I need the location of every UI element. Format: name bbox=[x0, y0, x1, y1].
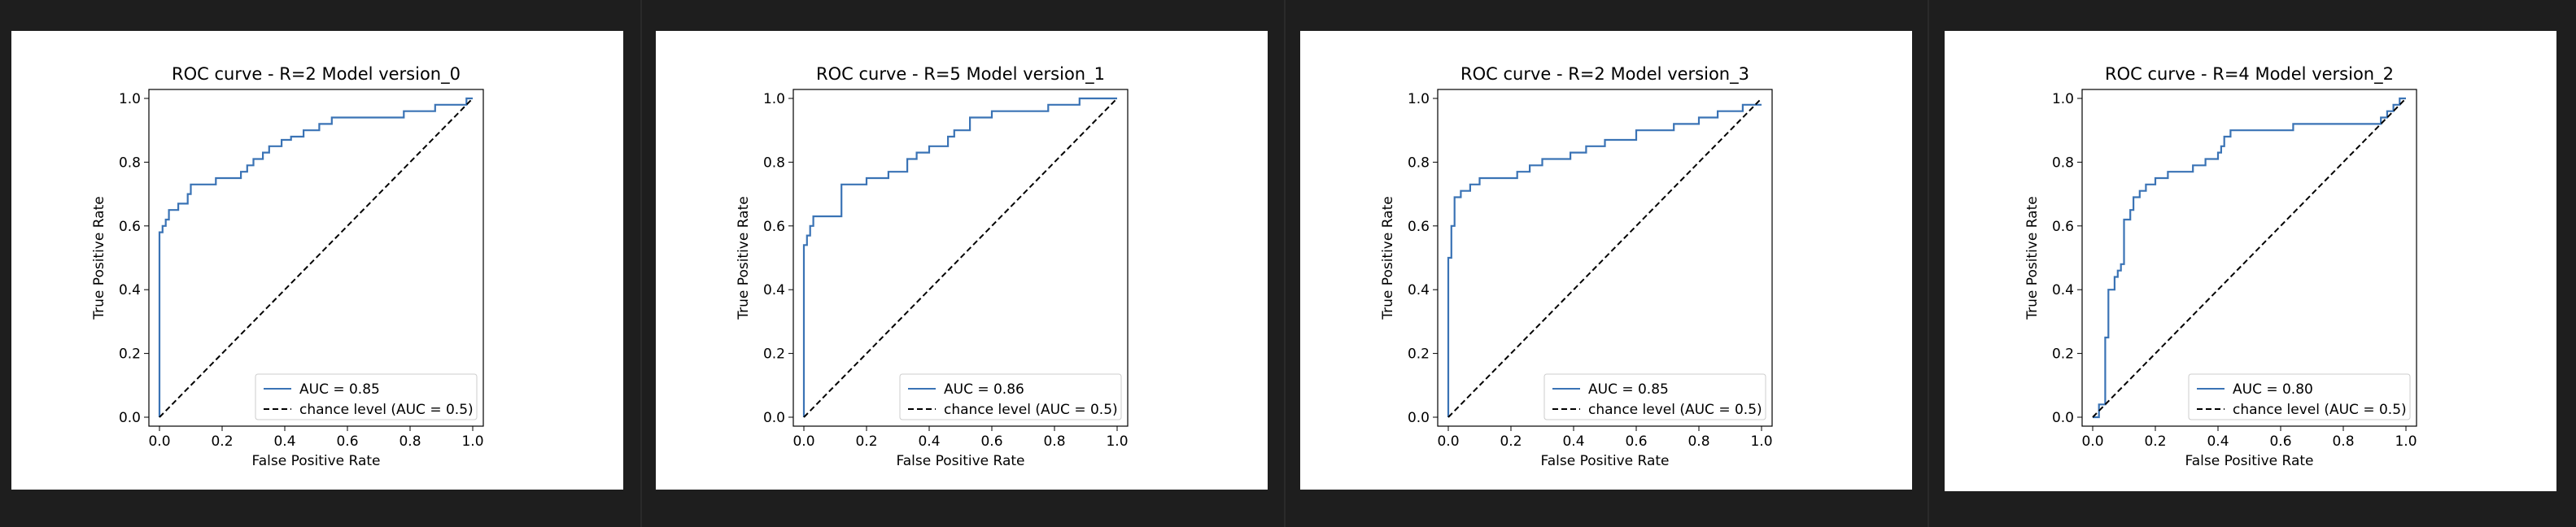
legend-entry: AUC = 0.85 bbox=[299, 381, 380, 398]
y-tick-label: 0.6 bbox=[2052, 219, 2074, 235]
x-tick-label: 0.8 bbox=[1043, 433, 1065, 450]
y-tick-label: 0.8 bbox=[1408, 155, 1430, 171]
y-tick-label: 0.2 bbox=[1408, 346, 1430, 363]
legend-entry: AUC = 0.86 bbox=[944, 381, 1024, 398]
chance-level-line bbox=[2092, 98, 2407, 418]
x-tick-label: 0.2 bbox=[1500, 433, 1522, 450]
x-axis-label: False Positive Rate bbox=[897, 453, 1025, 469]
y-axis-label: True Positive Rate bbox=[2024, 196, 2041, 320]
y-tick-label: 0.0 bbox=[1408, 410, 1430, 426]
legend-entry: chance level (AUC = 0.5) bbox=[944, 402, 1118, 418]
legend-entry: AUC = 0.80 bbox=[2233, 381, 2313, 398]
chart-title: ROC curve - R=2 Model version_3 bbox=[1460, 64, 1749, 85]
chance-level-line bbox=[803, 98, 1118, 418]
roc-curve-line bbox=[1447, 103, 1762, 417]
roc-curve-line bbox=[2093, 97, 2406, 419]
roc-chart-2: ROC curve - R=2 Model version_3 0.0 0.2 0.4… bbox=[1380, 64, 1773, 469]
legend-box bbox=[1543, 373, 1766, 420]
y-axis-label: True Positive Rate bbox=[91, 196, 107, 320]
y-tick-label: 0.8 bbox=[119, 155, 141, 171]
x-tick-label: 0.2 bbox=[211, 433, 233, 450]
plot-frame bbox=[2081, 89, 2417, 427]
y-tick-label: 0.0 bbox=[119, 410, 141, 426]
chart-panel-3: ROC curve - R=4 Model version_2 0.0 0.2 0.4… bbox=[1945, 31, 2556, 491]
chart-panel-0: ROC curve - R=2 Model version_0 0.0 0.2 0.4… bbox=[11, 31, 623, 490]
legend-entry: chance level (AUC = 0.5) bbox=[299, 402, 474, 418]
x-tick-label: 0.4 bbox=[1562, 433, 1584, 450]
column-divider bbox=[1284, 0, 1286, 527]
roc-curve-line bbox=[802, 97, 1117, 417]
x-tick-label: 1.0 bbox=[461, 433, 483, 450]
x-tick-label: 0.4 bbox=[2207, 433, 2229, 450]
x-tick-label: 1.0 bbox=[2395, 433, 2417, 450]
x-tick-label: 0.8 bbox=[399, 433, 421, 450]
x-tick-label: 0.8 bbox=[2332, 433, 2354, 450]
roc-chart-1: ROC curve - R=5 Model version_1 0.0 0.2 0.4… bbox=[736, 64, 1129, 469]
y-tick-label: 0.2 bbox=[2052, 346, 2074, 363]
x-tick-label: 0.6 bbox=[2269, 433, 2291, 450]
y-tick-label: 0.8 bbox=[763, 155, 785, 171]
y-tick-label: 0.4 bbox=[763, 282, 785, 298]
chart-panel-1: ROC curve - R=5 Model version_1 0.0 0.2 0.4… bbox=[656, 31, 1268, 490]
x-axis-label: False Positive Rate bbox=[2185, 453, 2314, 469]
x-axis-label: False Positive Rate bbox=[252, 453, 381, 469]
legend-entry: AUC = 0.85 bbox=[1588, 381, 1669, 398]
y-tick-label: 0.2 bbox=[763, 346, 785, 363]
roc-chart-0: ROC curve - R=2 Model version_0 0.0 0.2 0.4… bbox=[91, 64, 484, 469]
x-tick-label: 0.6 bbox=[980, 433, 1002, 450]
y-axis-label: True Positive Rate bbox=[736, 196, 752, 320]
x-tick-label: 0.0 bbox=[2081, 433, 2103, 450]
y-axis-label: True Positive Rate bbox=[1380, 196, 1396, 320]
y-tick-label: 1.0 bbox=[119, 91, 141, 107]
chart-title: ROC curve - R=4 Model version_2 bbox=[2105, 64, 2394, 85]
chart-title: ROC curve - R=2 Model version_0 bbox=[172, 64, 461, 85]
y-tick-label: 1.0 bbox=[1408, 91, 1430, 107]
column-divider bbox=[640, 0, 642, 527]
y-tick-label: 0.4 bbox=[119, 282, 141, 298]
y-tick-label: 0.4 bbox=[1408, 282, 1430, 298]
chart-panel-2: ROC curve - R=2 Model version_3 0.0 0.2 0.4… bbox=[1300, 31, 1912, 490]
legend-entry: chance level (AUC = 0.5) bbox=[1588, 402, 1762, 418]
legend-box bbox=[899, 373, 1122, 420]
x-tick-label: 0.8 bbox=[1687, 433, 1709, 450]
x-tick-label: 0.4 bbox=[918, 433, 940, 450]
y-tick-label: 0.6 bbox=[119, 219, 141, 235]
y-tick-label: 0.4 bbox=[2052, 282, 2074, 298]
chance-level-line bbox=[159, 98, 474, 418]
y-tick-label: 0.8 bbox=[2052, 155, 2074, 171]
y-tick-label: 0.2 bbox=[119, 346, 141, 363]
plot-frame bbox=[148, 89, 484, 427]
legend-entry: chance level (AUC = 0.5) bbox=[2233, 402, 2407, 418]
x-axis-label: False Positive Rate bbox=[1541, 453, 1670, 469]
legend-box bbox=[255, 373, 478, 420]
y-tick-label: 0.0 bbox=[763, 410, 785, 426]
roc-chart-3: ROC curve - R=4 Model version_2 0.0 0.2 0.4… bbox=[2024, 64, 2417, 469]
y-tick-label: 1.0 bbox=[763, 91, 785, 107]
plot-frame bbox=[1437, 89, 1773, 427]
x-tick-label: 0.0 bbox=[148, 433, 170, 450]
column-divider bbox=[1928, 0, 1929, 527]
chart-title: ROC curve - R=5 Model version_1 bbox=[816, 64, 1105, 85]
x-tick-label: 0.6 bbox=[336, 433, 358, 450]
x-tick-label: 0.2 bbox=[2144, 433, 2166, 450]
x-tick-label: 1.0 bbox=[1106, 433, 1128, 450]
y-tick-label: 0.6 bbox=[763, 219, 785, 235]
x-tick-label: 0.0 bbox=[792, 433, 814, 450]
x-tick-label: 0.4 bbox=[273, 433, 295, 450]
plot-frame bbox=[792, 89, 1129, 427]
roc-curve-line bbox=[158, 97, 473, 417]
chance-level-line bbox=[1447, 98, 1762, 418]
legend-box bbox=[2188, 373, 2411, 420]
y-tick-label: 0.0 bbox=[2052, 410, 2074, 426]
x-tick-label: 1.0 bbox=[1750, 433, 1772, 450]
x-tick-label: 0.2 bbox=[855, 433, 877, 450]
y-tick-label: 0.6 bbox=[1408, 219, 1430, 235]
y-tick-label: 1.0 bbox=[2052, 91, 2074, 107]
x-tick-label: 0.6 bbox=[1625, 433, 1647, 450]
x-tick-label: 0.0 bbox=[1437, 433, 1459, 450]
